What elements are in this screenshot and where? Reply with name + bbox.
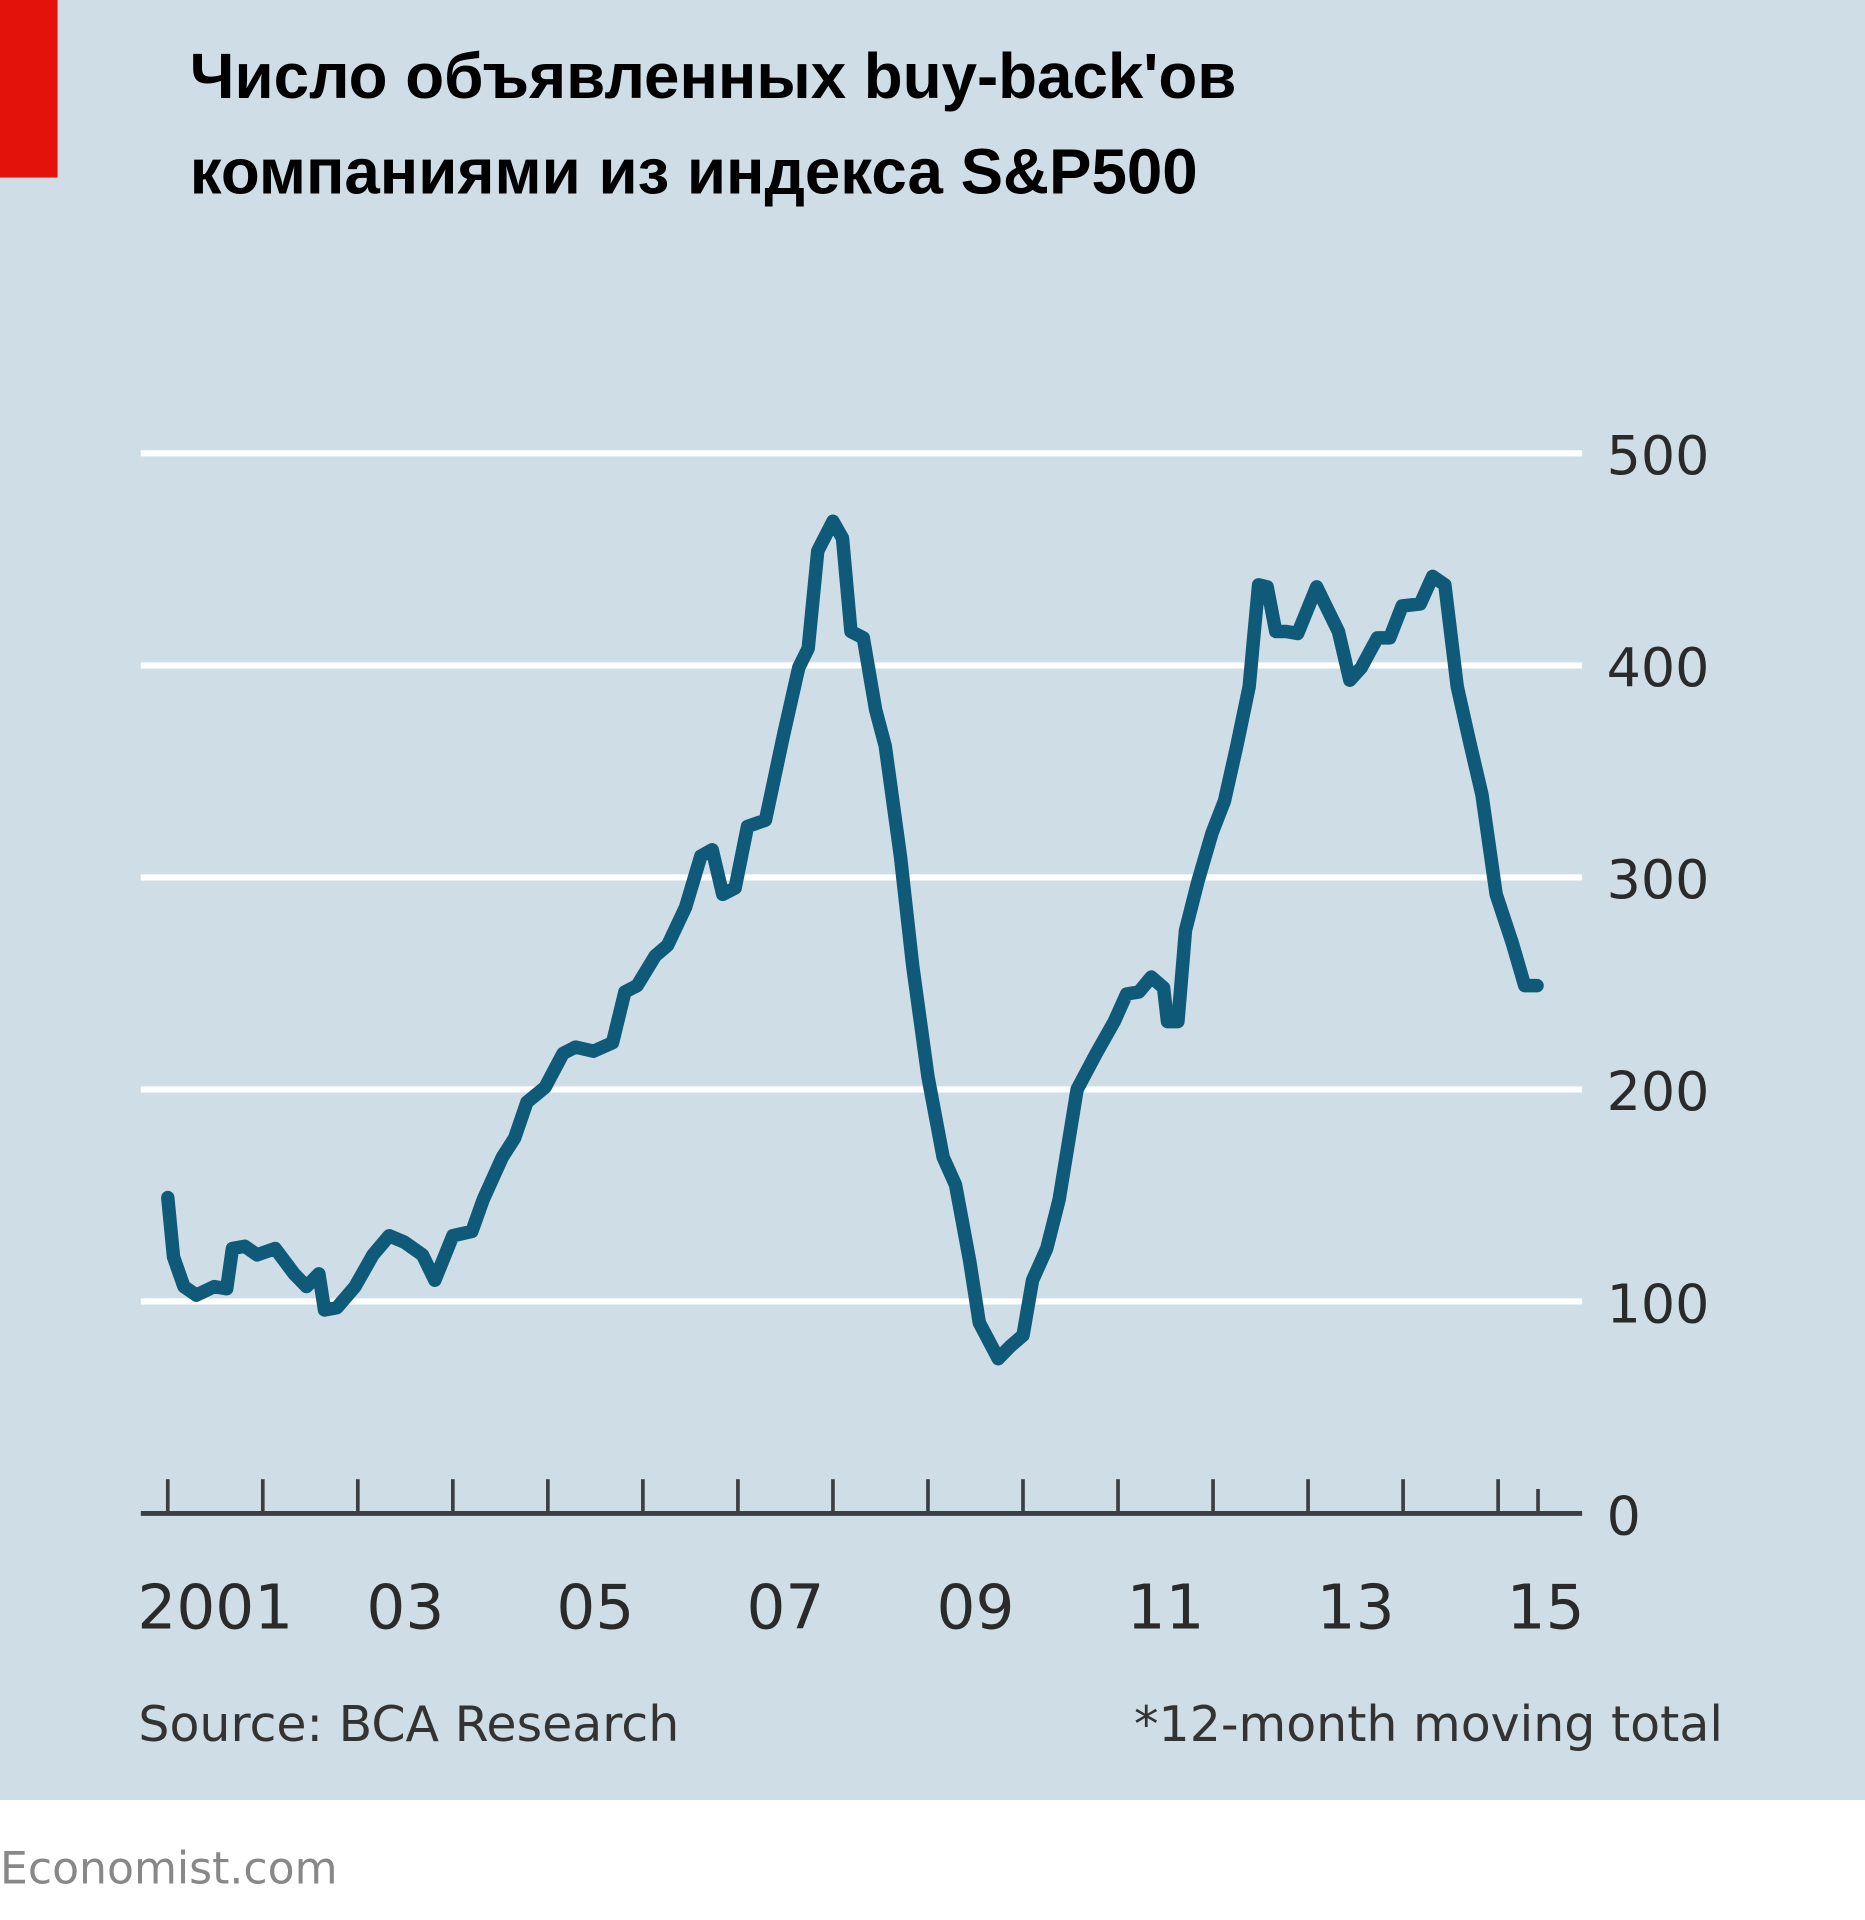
series-line (161, 514, 1544, 1366)
x-tick-label: 03 (366, 1573, 444, 1644)
y-tick-label: 400 (1607, 636, 1710, 699)
y-tick-label: 100 (1607, 1272, 1710, 1335)
chart-title-line-1: Число объявленных buy-back'ов (190, 41, 1237, 112)
y-tick-label: 200 (1607, 1060, 1710, 1123)
red-accent-bar (0, 0, 58, 178)
y-tick-label: 0 (1607, 1484, 1641, 1547)
x-tick-label: 07 (746, 1573, 824, 1644)
x-tick-label: 09 (937, 1573, 1015, 1644)
x-tick-label: 2001 (137, 1573, 293, 1644)
y-axis-labels: 0 100 200 300 400 500 (1607, 424, 1710, 1547)
x-tick-label: 15 (1507, 1573, 1585, 1644)
x-tick-label: 05 (556, 1573, 634, 1644)
x-tick-label: 13 (1317, 1573, 1395, 1644)
chart-title-line-2: компаниями из индекса S&P500 (190, 136, 1198, 207)
footnote: *12-month moving total (1134, 1696, 1723, 1753)
x-tick-label: 11 (1127, 1573, 1205, 1644)
chart-background (0, 0, 1865, 1800)
x-axis: 2001 03 05 07 09 11 13 15 (137, 1479, 1585, 1644)
brand-label: Economist.com (0, 1843, 338, 1894)
y-tick-label: 300 (1607, 848, 1710, 911)
y-tick-label: 500 (1607, 424, 1710, 487)
source-note: Source: BCA Research (138, 1696, 679, 1753)
